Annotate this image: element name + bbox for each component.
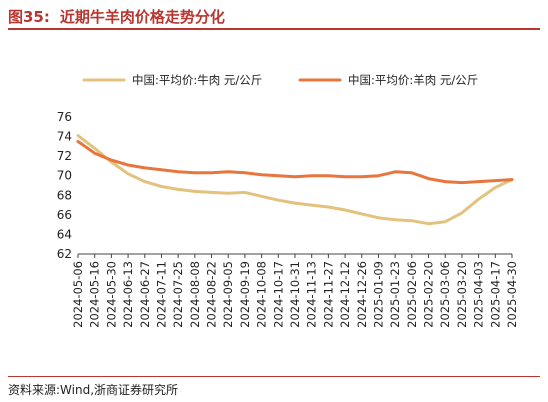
x-tick-label: 2025-04-30 — [505, 261, 519, 328]
x-tick-label: 2024-08-22 — [205, 261, 219, 328]
x-tick-label: 2025-01-09 — [371, 261, 385, 328]
x-tick-label: 2024-07-25 — [171, 261, 185, 328]
x-tick-label: 2024-07-11 — [154, 261, 168, 328]
legend-label: 中国:平均价:牛肉 元/公斤 — [132, 73, 262, 87]
y-tick-label: 64 — [57, 227, 72, 241]
figure-number: 图35: — [8, 8, 50, 26]
y-tick-label: 68 — [57, 188, 72, 202]
x-tick-label: 2024-10-17 — [271, 261, 285, 328]
x-tick-label: 2024-06-13 — [121, 261, 135, 328]
x-tick-label: 2024-06-27 — [138, 261, 152, 328]
x-tick-label: 2024-05-16 — [88, 261, 102, 328]
x-tick-label: 2024-10-08 — [255, 261, 269, 328]
x-tick-label: 2025-01-23 — [388, 261, 402, 328]
legend-label: 中国:平均价:羊肉 元/公斤 — [348, 73, 478, 87]
y-tick-label: 76 — [57, 110, 72, 124]
series-line-beef — [76, 134, 514, 226]
x-tick-label: 2025-03-06 — [438, 261, 452, 328]
y-tick-label: 62 — [57, 247, 72, 261]
x-tick-label: 2025-02-20 — [422, 261, 436, 328]
figure-title: 图35: 近期牛羊肉价格走势分化 — [8, 4, 540, 30]
x-tick-label: 2024-12-12 — [338, 261, 352, 328]
chart-legend: 中国:平均价:牛肉 元/公斤 中国:平均价:羊肉 元/公斤 — [82, 73, 478, 87]
x-tick-label: 2024-08-08 — [188, 261, 202, 328]
x-tick-label: 2024-09-19 — [238, 261, 252, 328]
source-note: 资料来源:Wind,浙商证券研究所 — [8, 376, 540, 398]
y-tick-label: 70 — [57, 169, 72, 183]
x-tick-label: 2025-02-06 — [405, 261, 419, 328]
x-tick-label: 2024-11-27 — [321, 261, 335, 328]
chart-series — [76, 134, 514, 226]
x-tick-label: 2024-12-26 — [355, 261, 369, 328]
series-line-mutton — [76, 140, 514, 185]
x-tick-label: 2025-04-03 — [472, 261, 486, 328]
x-tick-label: 2024-05-30 — [104, 261, 118, 328]
y-tick-label: 72 — [57, 149, 72, 163]
y-tick-label: 74 — [57, 130, 72, 144]
x-tick-label: 2024-11-13 — [305, 261, 319, 328]
x-tick-label: 2024-05-06 — [71, 261, 85, 328]
x-tick-label: 2024-09-05 — [221, 261, 235, 328]
y-tick-label: 66 — [57, 208, 72, 222]
x-tick-label: 2024-10-31 — [288, 261, 302, 328]
figure-title-text: 近期牛羊肉价格走势分化 — [59, 8, 225, 26]
x-tick-label: 2025-03-20 — [455, 261, 469, 328]
x-tick-label: 2025-04-17 — [488, 261, 502, 328]
